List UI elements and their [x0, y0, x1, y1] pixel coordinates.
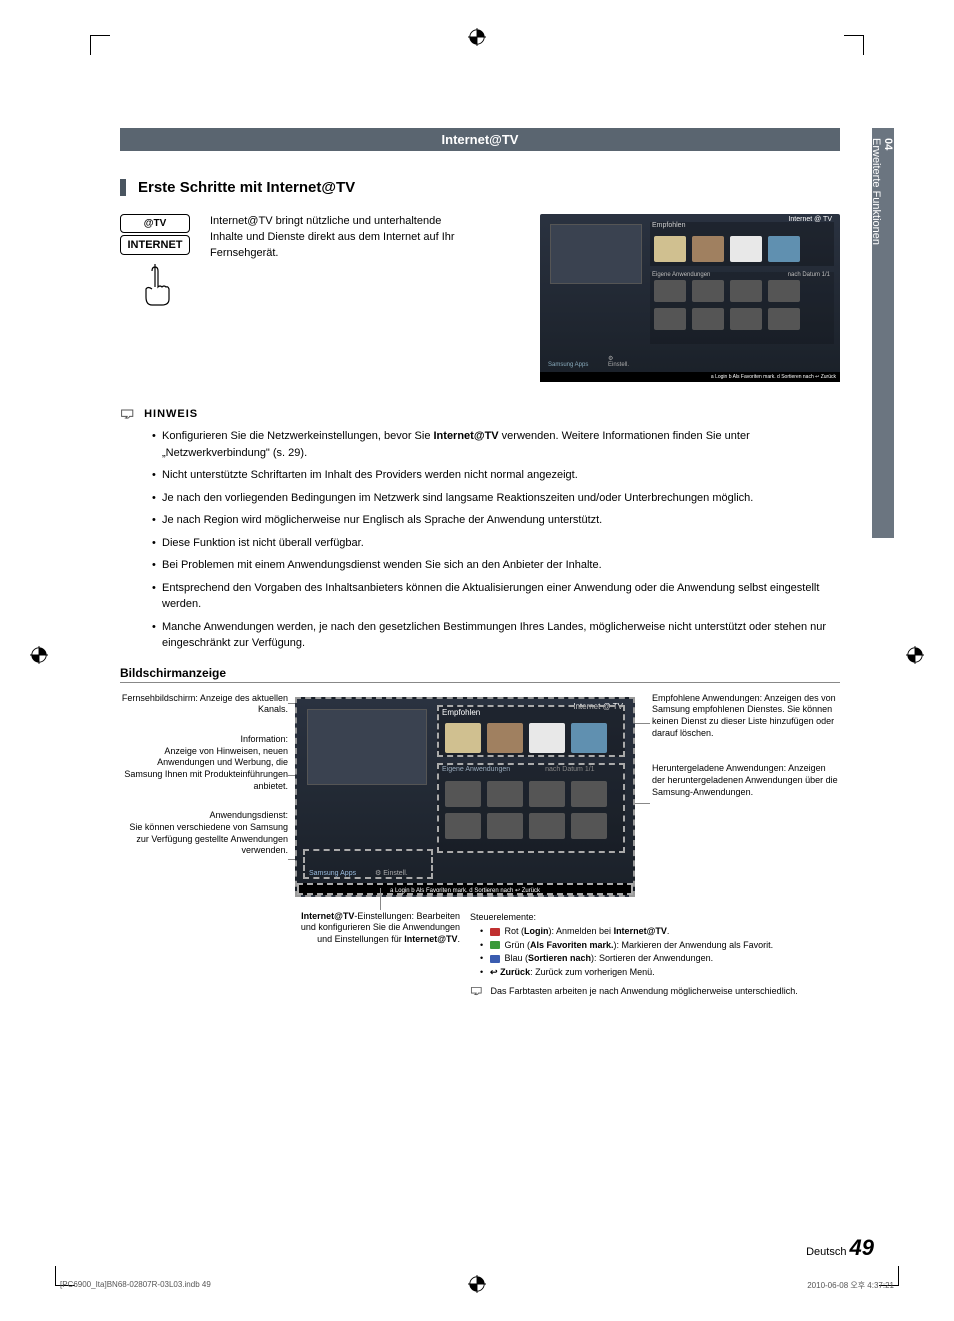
registration-mark-icon: [468, 28, 486, 46]
remote-button-main: INTERNET: [120, 235, 190, 255]
pointing-hand-icon: [130, 259, 180, 309]
tv-screenshot-large: Internet @ TV Empfohlen Eigene Anwendung…: [295, 697, 635, 897]
hinweis-item: Je nach Region wird möglicherweise nur E…: [152, 512, 840, 529]
chapter-tab: 04 Erweiterte Funktionen: [872, 128, 894, 538]
chapter-number: 04: [882, 138, 894, 530]
control-item: Blau (Sortieren nach): Sortieren der Anw…: [480, 952, 840, 965]
hinweis-item: Konfigurieren Sie die Netzwerkeinstellun…: [152, 428, 840, 461]
hinweis-item: Bei Problemen mit einem Anwendungsdienst…: [152, 557, 840, 574]
hinweis-item: Nicht unterstützte Schriftarten im Inhal…: [152, 467, 840, 484]
note-icon: [120, 408, 136, 420]
control-item: ↩ Zurück: Zurück zum vorherigen Menü.: [480, 966, 840, 979]
callout-tv-screen: Fernsehbildschirm: Anzeige des aktuellen…: [120, 693, 288, 716]
screen-diagram: Fernsehbildschirm: Anzeige des aktuellen…: [120, 693, 840, 1023]
print-footer: [PC6900_Ita]BN68-02807R-03L03.indb 49 20…: [60, 1280, 894, 1291]
callout-information: Information: Anzeige von Hinweisen, neue…: [120, 734, 288, 792]
hinweis-list: Konfigurieren Sie die Netzwerkeinstellun…: [120, 428, 840, 652]
chapter-label: Erweiterte Funktionen: [870, 138, 882, 245]
page-header: Internet@TV: [120, 128, 840, 151]
controls-block: Steuerelemente: Rot (Login): Anmelden be…: [470, 911, 840, 998]
callout-settings: Internet@TV-Einstellungen: Bearbeiten un…: [290, 911, 460, 946]
hinweis-item: Manche Anwendungen werden, je nach den g…: [152, 619, 840, 652]
bildschirm-heading: Bildschirmanzeige: [120, 666, 840, 683]
section-title: Erste Schritte mit Internet@TV: [120, 179, 840, 196]
registration-mark-icon: [906, 646, 924, 664]
hinweis-item: Je nach den vorliegenden Bedingungen im …: [152, 490, 840, 507]
callout-recommended: Empfohlene Anwendungen: Anzeigen des von…: [652, 693, 840, 740]
note-icon: [470, 986, 484, 996]
controls-heading: Steuerelemente:: [470, 911, 840, 924]
remote-button-top: @TV: [120, 214, 190, 233]
remote-illustration: @TV INTERNET: [120, 214, 190, 382]
registration-mark-icon: [30, 646, 48, 664]
callout-downloaded: Heruntergeladene Anwendungen: Anzeigen d…: [652, 763, 840, 798]
page-number: Deutsch 49: [806, 1235, 874, 1261]
intro-paragraph: Internet@TV bringt nützliche und unterha…: [210, 214, 470, 382]
callout-app-service: Anwendungsdienst: Sie können verschieden…: [120, 810, 288, 857]
controls-note: Das Farbtasten arbeiten je nach Anwendun…: [491, 986, 798, 996]
hinweis-item: Entsprechend den Vorgaben des Inhaltsanb…: [152, 580, 840, 613]
control-item: Rot (Login): Anmelden bei Internet@TV.: [480, 925, 840, 938]
tv-screenshot-small: Internet @ TV Empfohlen Eigene Anwendung…: [540, 214, 840, 382]
hinweis-heading: HINWEIS: [120, 408, 840, 420]
hinweis-item: Diese Funktion ist nicht überall verfügb…: [152, 535, 840, 552]
control-item: Grün (Als Favoriten mark.): Markieren de…: [480, 939, 840, 952]
